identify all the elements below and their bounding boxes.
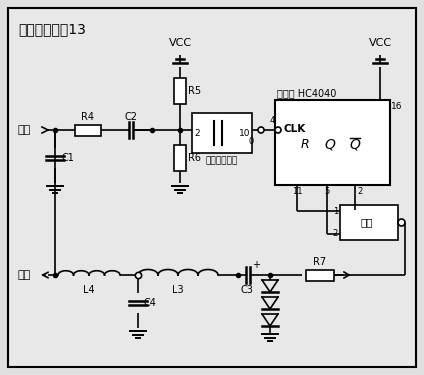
- Bar: [306, 270, 334, 280]
- Text: L4: L4: [83, 285, 95, 295]
- Text: 5: 5: [324, 187, 329, 196]
- Bar: [192, 113, 252, 153]
- Text: 2: 2: [333, 230, 338, 238]
- Text: 4: 4: [269, 116, 275, 125]
- Text: R7: R7: [313, 257, 326, 267]
- Text: R6: R6: [188, 153, 201, 163]
- Text: C4: C4: [144, 298, 157, 308]
- Text: 16: 16: [391, 102, 402, 111]
- Text: 输出: 输出: [18, 270, 31, 280]
- Text: R4: R4: [81, 112, 95, 122]
- Circle shape: [275, 127, 281, 133]
- Text: 1: 1: [333, 207, 338, 216]
- Bar: [275, 100, 390, 185]
- Bar: [174, 145, 186, 171]
- Text: 与门: 与门: [361, 217, 373, 228]
- Text: C2: C2: [125, 112, 137, 122]
- Text: VCC: VCC: [168, 38, 192, 48]
- Text: L3: L3: [172, 285, 184, 295]
- Text: Q: Q: [324, 137, 335, 151]
- Circle shape: [258, 127, 264, 133]
- Text: CLK: CLK: [283, 124, 305, 134]
- Text: 2: 2: [194, 129, 200, 138]
- Bar: [174, 78, 186, 104]
- Text: +: +: [252, 260, 260, 270]
- Text: 信号产生单元13: 信号产生单元13: [18, 22, 86, 36]
- Text: 10: 10: [238, 129, 250, 138]
- Text: VCC: VCC: [369, 38, 392, 48]
- Text: 0: 0: [248, 137, 254, 146]
- Text: 进入: 进入: [18, 125, 31, 135]
- Text: R: R: [301, 138, 310, 150]
- Text: 2: 2: [357, 187, 362, 196]
- Text: 分频器 HC4040: 分频器 HC4040: [277, 88, 336, 98]
- Text: 11: 11: [292, 187, 302, 196]
- Text: C1: C1: [61, 153, 74, 163]
- Text: C3: C3: [240, 285, 254, 295]
- Text: 施密特触发器: 施密特触发器: [206, 156, 238, 165]
- Circle shape: [398, 219, 405, 226]
- Text: R5: R5: [188, 86, 201, 96]
- Bar: [340, 205, 398, 240]
- Bar: [75, 124, 101, 135]
- Text: Q: Q: [349, 137, 360, 151]
